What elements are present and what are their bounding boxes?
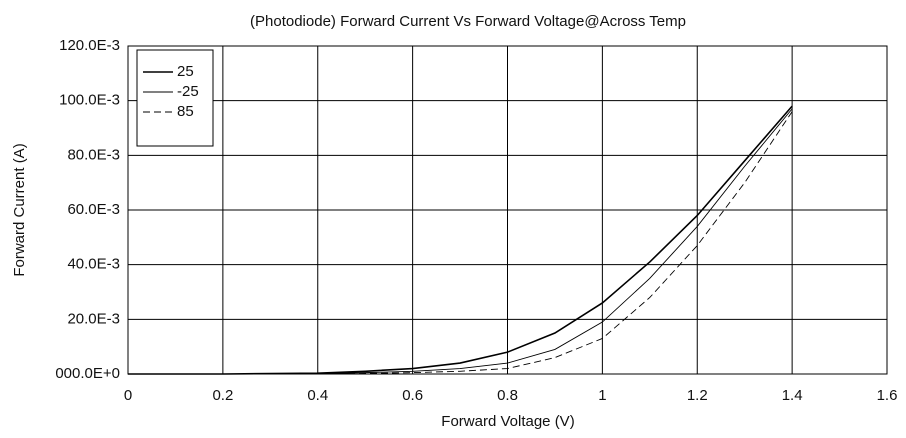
plot-border [127, 45, 888, 375]
y-axis-label: Forward Current (A) [11, 143, 28, 276]
x-tick-label: 1.6 [877, 387, 898, 404]
y-tick-label: 80.0E-3 [67, 146, 120, 163]
legend-label: 25 [177, 63, 194, 80]
x-tick-label: 0.2 [212, 387, 233, 404]
y-tick-label: 100.0E-3 [59, 92, 120, 109]
y-tick-label: 20.0E-3 [67, 310, 120, 327]
x-tick-label: 0 [124, 387, 132, 404]
x-axis-label: Forward Voltage (V) [441, 413, 574, 430]
y-tick-label: 000.0E+0 [55, 365, 120, 382]
series-line [128, 111, 793, 375]
x-tick-label: 0.8 [497, 387, 518, 404]
legend-box [136, 49, 214, 147]
series-line [128, 105, 793, 375]
x-tick-label: 0.6 [402, 387, 423, 404]
legend-label: 85 [177, 103, 194, 120]
x-tick-label: 0.4 [307, 387, 328, 404]
x-tick-label: 1.4 [782, 387, 803, 404]
y-tick-label: 60.0E-3 [67, 201, 120, 218]
x-tick-label: 1 [598, 387, 606, 404]
series-line [128, 108, 793, 375]
y-tick-label: 40.0E-3 [67, 256, 120, 273]
legend-label: -25 [177, 83, 199, 100]
x-tick-label: 1.2 [687, 387, 708, 404]
y-tick-label: 120.0E-3 [59, 37, 120, 54]
chart-title: (Photodiode) Forward Current Vs Forward … [250, 13, 686, 30]
